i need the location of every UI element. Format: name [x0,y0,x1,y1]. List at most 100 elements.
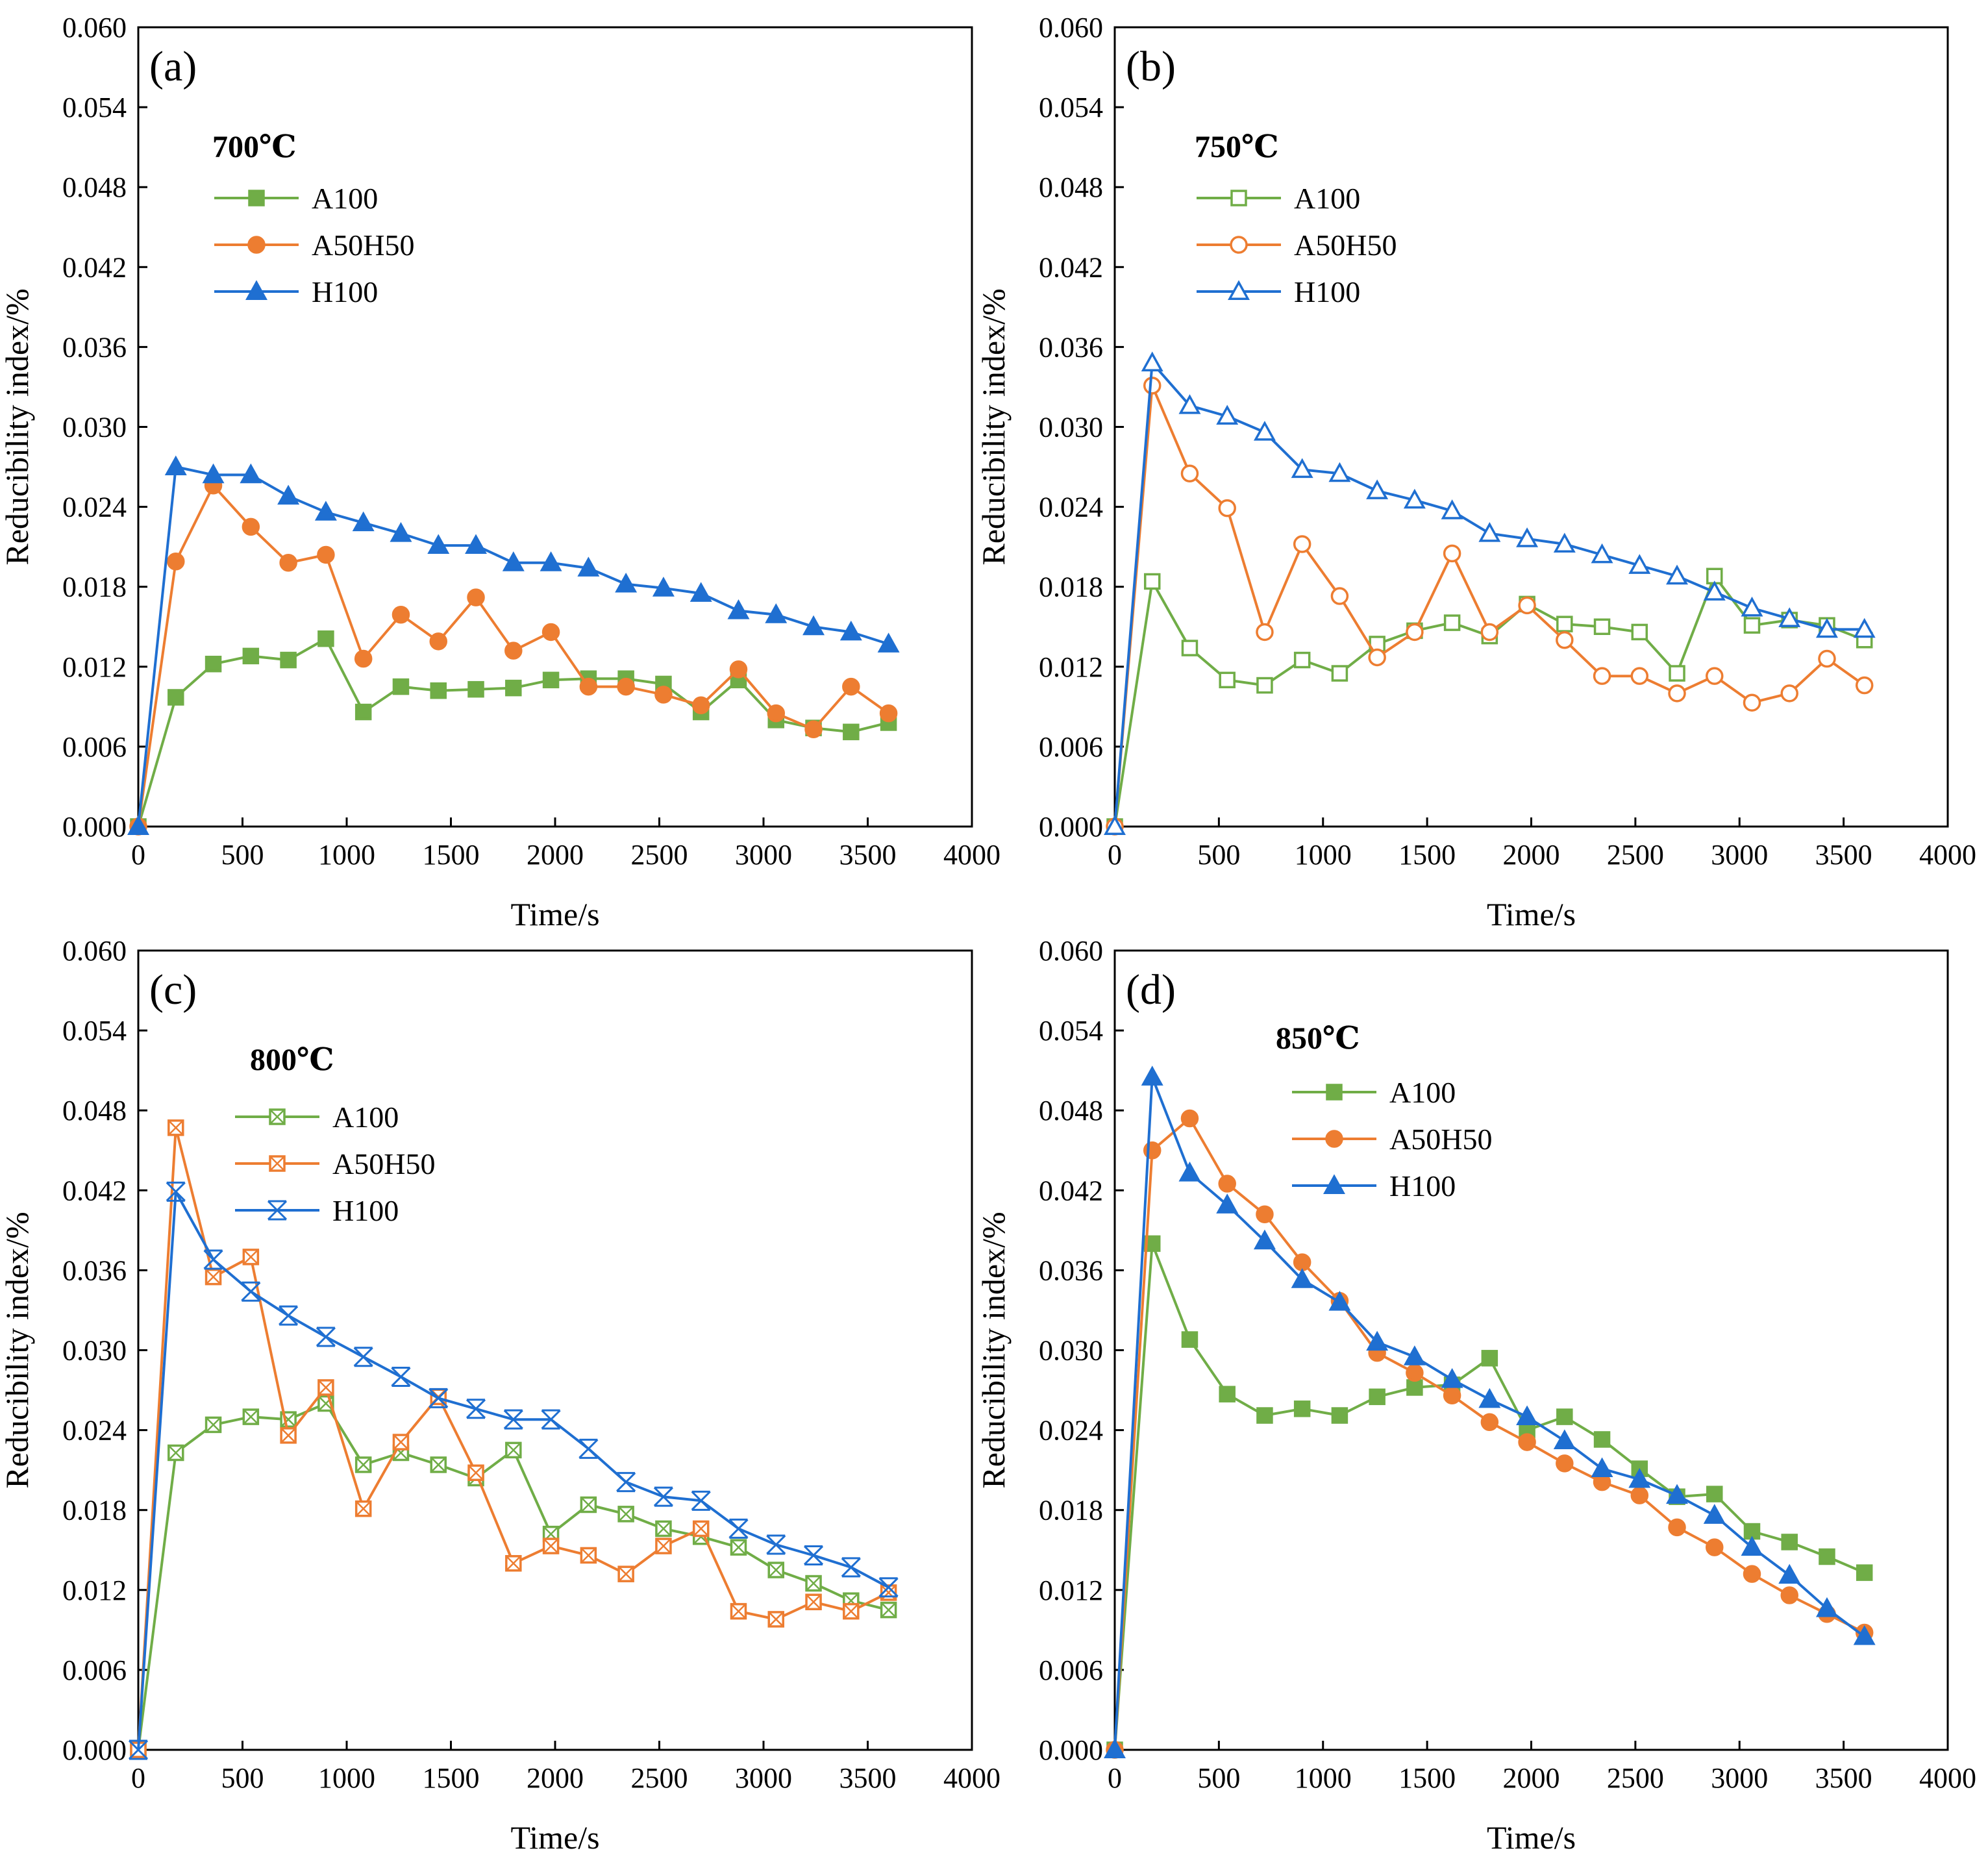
data-point [391,1367,411,1388]
triangle-marker [314,501,337,521]
data-point [728,1518,749,1539]
data-point [279,1305,299,1326]
data-point [1741,596,1763,617]
circle-marker [1218,499,1236,517]
data-point [1403,1345,1426,1365]
star-marker [728,1518,749,1539]
circle-marker [354,649,373,668]
data-point [691,1490,711,1511]
data-point [1741,1536,1763,1556]
triangle-marker [1216,1193,1239,1214]
legend-label: A50H50 [332,1147,435,1180]
data-point [1328,462,1351,482]
series-line [1113,1242,1865,1750]
x-tick-label: 3500 [839,1762,897,1794]
data-point [430,1456,447,1473]
square-marker-cross [168,1119,184,1136]
data-point [1366,479,1389,499]
y-tick-label: 0.000 [62,811,127,843]
data-point [202,463,225,484]
square-marker [843,723,860,741]
legend-entry-h100: H100 [214,275,378,308]
square-marker [1219,1386,1236,1402]
y-tick-label: 0.030 [62,1335,127,1367]
data-point [1743,1565,1761,1583]
data-point [1256,1205,1274,1223]
data-point [1253,421,1276,441]
data-point [652,577,675,597]
series-a100 [1106,1235,1873,1758]
data-point [1480,1413,1499,1432]
square-marker [354,703,372,721]
data-point [1369,1388,1385,1406]
data-point [314,501,337,521]
triangle-marker [1441,1368,1463,1388]
temperature-label: 850℃ [1276,1021,1360,1056]
data-point [1556,1454,1574,1473]
square-marker [1326,1084,1343,1101]
data-point [655,1520,672,1538]
y-tick-label: 0.060 [1039,12,1103,44]
y-axis-title: Reducibility index/% [0,1212,35,1488]
triangle-marker [1516,527,1539,547]
circle-marker [467,588,485,606]
data-point [466,1399,486,1419]
y-tick-label: 0.024 [62,1415,127,1447]
data-point [1478,522,1501,542]
data-point [1141,351,1163,371]
data-point [1256,677,1273,694]
square-marker [248,190,265,206]
data-point [167,552,185,571]
data-point [1480,623,1499,641]
circle-marker [1480,1413,1499,1432]
square-marker-cross [468,1465,484,1481]
legend-marker [248,190,265,206]
data-point [803,1545,824,1565]
circle-marker [1780,684,1798,703]
square-marker [1556,616,1573,632]
data-point [1666,1484,1688,1504]
temperature-label: 800℃ [250,1043,334,1077]
square-marker-cross [730,1603,747,1619]
temperature-label: 750℃ [1195,130,1279,164]
series-a100 [130,1395,897,1758]
data-point [242,517,260,536]
y-tick-label: 0.012 [62,651,127,683]
data-point [1443,614,1461,631]
data-point [1443,544,1461,563]
square-marker [392,678,410,695]
y-tick-label: 0.006 [1039,1654,1103,1686]
data-point [1855,676,1874,695]
circle-marker [1743,693,1761,712]
legend-marker [1326,1084,1343,1101]
square-marker-cross [580,1547,597,1563]
star-marker [429,1388,449,1408]
x-axis-title: Time/s [1487,1819,1576,1856]
data-point [802,615,825,636]
data-point [1406,1379,1423,1396]
square-marker [1331,1407,1348,1424]
data-point [205,1416,222,1434]
data-point [1141,1065,1163,1086]
triangle-marker [1228,280,1250,300]
triangle-marker [1141,1065,1163,1086]
x-tick-label: 500 [221,839,264,871]
data-point [1628,554,1651,574]
star-marker [128,1739,149,1760]
data-point [1218,1175,1236,1193]
circle-marker [1593,667,1611,685]
x-axis-title: Time/s [510,896,599,932]
triangle-marker [1853,617,1876,638]
square-marker-cross [393,1434,409,1450]
data-point [166,1181,186,1202]
square-marker-cross [806,1575,821,1591]
circle-marker [1325,1130,1343,1148]
triangle-marker [1666,564,1688,585]
data-point [1591,543,1613,564]
y-tick-label: 0.018 [1039,571,1103,603]
star-marker [841,1557,861,1578]
data-point [1556,631,1574,649]
square-marker [1819,1548,1835,1565]
y-tick-label: 0.036 [1039,1254,1103,1286]
triangle-marker [1366,479,1389,499]
